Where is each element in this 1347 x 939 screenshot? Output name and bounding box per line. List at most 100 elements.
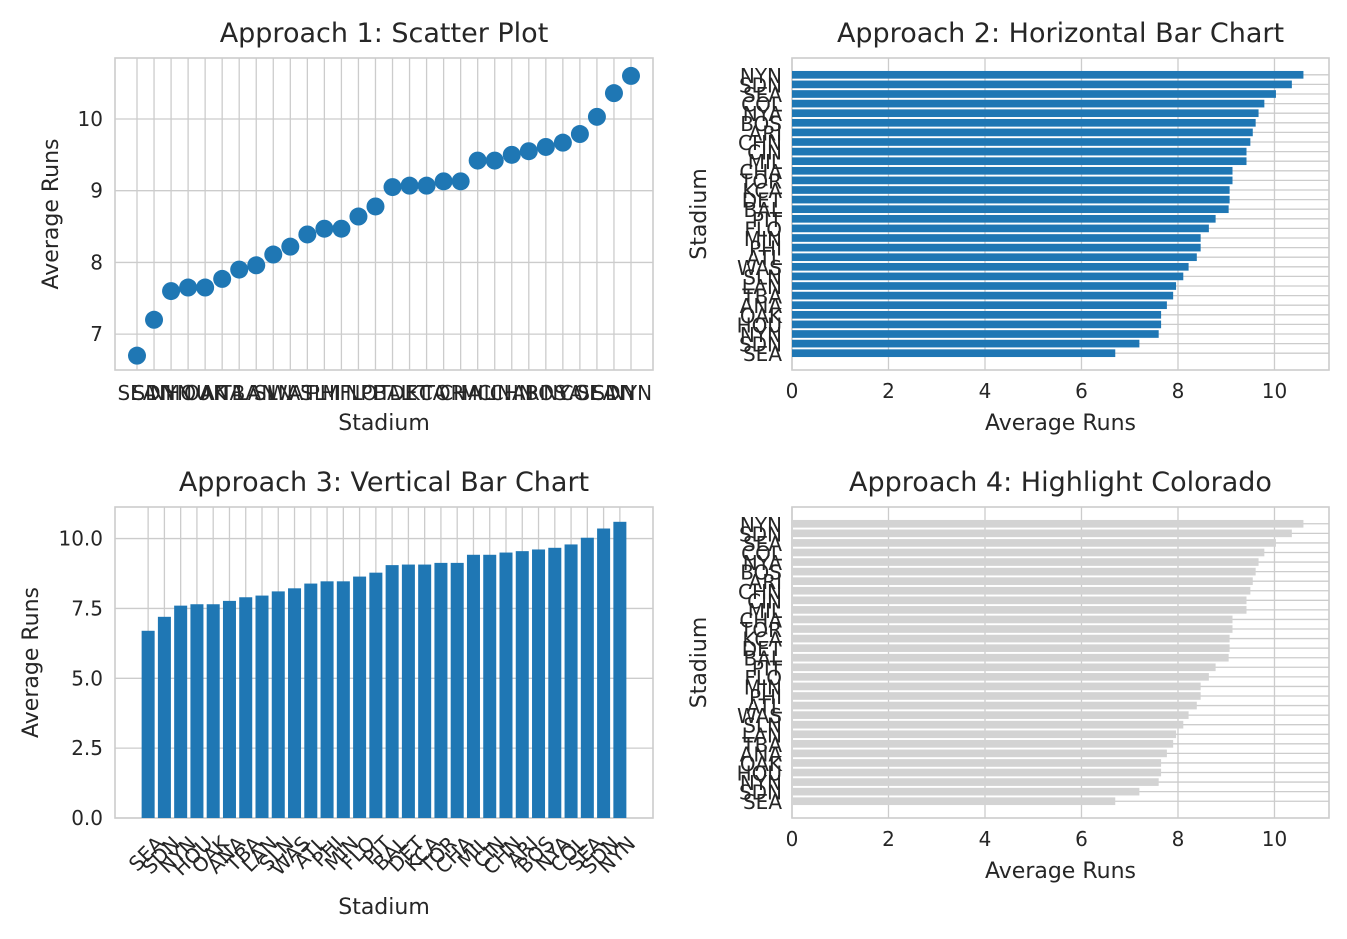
bar bbox=[792, 797, 1116, 806]
y-tick-label: TBA bbox=[741, 733, 782, 757]
bar bbox=[792, 606, 1247, 614]
x-tick-label: 10 bbox=[1262, 827, 1287, 851]
scatter-point bbox=[366, 197, 385, 216]
x-tick-label: 8 bbox=[1172, 827, 1185, 851]
y-tick-label: MIL bbox=[748, 150, 783, 174]
horizontal-bar-panel: 0 2 4 6 8 10NYNSDNSEACOLNYABOSARICHNCINMILCHA… bbox=[687, 18, 1330, 436]
bar bbox=[548, 547, 562, 818]
bar bbox=[792, 615, 1233, 624]
bar bbox=[206, 604, 220, 818]
scatter-point bbox=[179, 278, 198, 297]
x-tick-label: ATL bbox=[290, 381, 326, 405]
bar bbox=[792, 282, 1177, 290]
panel-title: Approach 2: Horizontal Bar Chart bbox=[837, 18, 1284, 49]
bar bbox=[792, 519, 1304, 528]
x-tick-label: BAL bbox=[373, 381, 412, 405]
y-tick-label: BOS bbox=[740, 112, 782, 136]
y-tick-label: LAN bbox=[742, 723, 782, 747]
y-tick-label: KCA bbox=[742, 628, 782, 652]
scatter-point bbox=[128, 346, 146, 365]
y-tick-label: PIT bbox=[752, 208, 783, 232]
bar bbox=[580, 537, 594, 818]
bar bbox=[792, 118, 1256, 127]
y-tick-label: SDN bbox=[739, 781, 782, 805]
y-tick-label: SDN bbox=[739, 73, 782, 97]
bar bbox=[792, 301, 1167, 310]
y-tick-label: CHN bbox=[738, 580, 782, 604]
y-tick-label: CIN bbox=[747, 589, 782, 613]
y-tick-label: ARI bbox=[749, 570, 782, 594]
y-tick-label: DET bbox=[742, 189, 783, 213]
y-tick-label: 7.5 bbox=[71, 596, 103, 620]
bar bbox=[792, 224, 1209, 233]
y-tick-label: ARI bbox=[749, 121, 782, 145]
y-tick-label: 10 bbox=[78, 107, 103, 131]
y-tick-label: COL bbox=[741, 541, 783, 565]
x-tick-label: PIT bbox=[360, 381, 391, 405]
scatter-point bbox=[468, 151, 487, 170]
x-tick-label: CHA bbox=[439, 381, 482, 405]
y-tick-label: SDN bbox=[739, 333, 782, 357]
bar bbox=[515, 551, 529, 818]
bar bbox=[336, 581, 350, 818]
scatter-point bbox=[519, 142, 538, 161]
x-axis-label: Average Runs bbox=[985, 411, 1136, 436]
x-tick-label: OAK bbox=[184, 381, 227, 405]
y-tick-label: OAK bbox=[740, 304, 783, 328]
x-tick-label: PHI bbox=[308, 381, 341, 405]
axes-frame bbox=[791, 506, 1330, 819]
y-tick-label: 5.0 bbox=[71, 666, 103, 690]
bar bbox=[792, 739, 1174, 748]
bar bbox=[792, 90, 1276, 98]
bar bbox=[434, 562, 448, 818]
y-tick-label: TOR bbox=[739, 169, 782, 193]
bar bbox=[792, 586, 1251, 595]
bar bbox=[792, 548, 1265, 557]
x-tick-label: HOU bbox=[165, 381, 210, 405]
bar bbox=[466, 554, 480, 818]
y-tick-label: MIN bbox=[744, 675, 782, 699]
x-tick-label: TOR bbox=[422, 381, 465, 405]
y-tick-label: ATL bbox=[747, 246, 783, 270]
scatter-point bbox=[196, 278, 215, 297]
x-tick-label: NYA bbox=[543, 381, 583, 405]
bar bbox=[792, 663, 1216, 672]
y-tick-label: HOU bbox=[737, 313, 782, 337]
scatter-point bbox=[536, 137, 555, 156]
bar bbox=[792, 330, 1159, 338]
x-tick-label: ANA bbox=[201, 381, 244, 405]
scatter-point bbox=[587, 107, 606, 126]
bar bbox=[401, 564, 415, 818]
x-tick-label: 10 bbox=[1262, 379, 1287, 403]
bar bbox=[792, 138, 1251, 146]
bar bbox=[792, 787, 1140, 796]
vertical-bar-panel: 0.02.55.07.510.0SEASDNNYNHOUOAKANATBALAN… bbox=[19, 467, 654, 920]
scatter-point bbox=[247, 256, 266, 275]
scatter-panel: 78910SEASDNNYNHOUOAKANATBALANSLNWASATLPH… bbox=[39, 18, 654, 436]
bar bbox=[792, 157, 1247, 166]
x-tick-label: MIN bbox=[322, 381, 360, 405]
y-tick-label: ANA bbox=[740, 294, 783, 318]
y-tick-label: DET bbox=[742, 637, 783, 661]
bar bbox=[792, 234, 1201, 242]
bar bbox=[792, 99, 1265, 108]
bar bbox=[792, 759, 1162, 767]
x-tick-label: 2 bbox=[882, 827, 895, 851]
x-tick-label: SDN bbox=[133, 381, 176, 405]
bar bbox=[792, 349, 1116, 358]
scatter-point bbox=[604, 84, 623, 103]
y-tick-label: ANA bbox=[740, 742, 783, 766]
y-tick-label: NYN bbox=[740, 771, 782, 795]
y-tick-label: CHA bbox=[739, 160, 782, 184]
y-tick-label: FLO bbox=[744, 217, 782, 241]
bar bbox=[792, 320, 1162, 329]
bar bbox=[597, 528, 611, 818]
bar bbox=[157, 616, 171, 818]
y-tick-label: 9 bbox=[90, 179, 103, 203]
bar bbox=[792, 768, 1162, 777]
x-tick-label: DET bbox=[389, 381, 430, 405]
bar bbox=[792, 730, 1177, 739]
bar bbox=[792, 634, 1230, 643]
bar bbox=[792, 310, 1162, 319]
